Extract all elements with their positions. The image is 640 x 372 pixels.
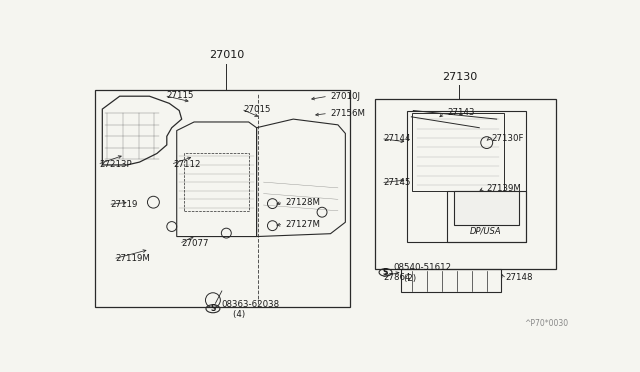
Text: 27119M: 27119M [116,254,150,263]
Text: S: S [211,304,216,313]
Bar [401,269,500,292]
Text: DP/USA: DP/USA [470,226,502,235]
Text: 27010J: 27010J [330,92,360,101]
Text: ^P70*0030: ^P70*0030 [524,319,568,328]
Text: S: S [383,268,388,277]
Text: 08363-62038
    (4): 08363-62038 (4) [222,299,280,319]
Text: 27148: 27148 [506,273,533,282]
Bar [375,99,556,269]
Text: 27213P: 27213P [100,160,132,169]
Text: 27119: 27119 [111,200,138,209]
Text: 27015: 27015 [244,105,271,113]
Text: 27010: 27010 [209,50,244,60]
Text: 27143: 27143 [447,108,474,117]
Text: 27128M: 27128M [286,198,321,207]
Bar [408,110,526,242]
Text: 27156M: 27156M [330,109,365,118]
Bar [184,154,248,211]
Text: 27144: 27144 [383,134,411,143]
Text: 27112: 27112 [173,160,201,169]
Text: 27130F: 27130F [492,134,524,143]
Bar [454,191,519,225]
Text: 08540-51612
    (2): 08540-51612 (2) [394,263,452,283]
Text: 27130: 27130 [442,72,477,82]
Bar [412,113,504,191]
Text: 27145: 27145 [383,178,411,187]
Text: 27077: 27077 [182,239,209,248]
Text: 27127M: 27127M [286,220,321,229]
Text: 27139M: 27139M [486,184,522,193]
Bar [447,191,527,242]
Text: 27115: 27115 [167,91,195,100]
Bar [95,90,350,307]
Text: 27864: 27864 [383,273,411,282]
